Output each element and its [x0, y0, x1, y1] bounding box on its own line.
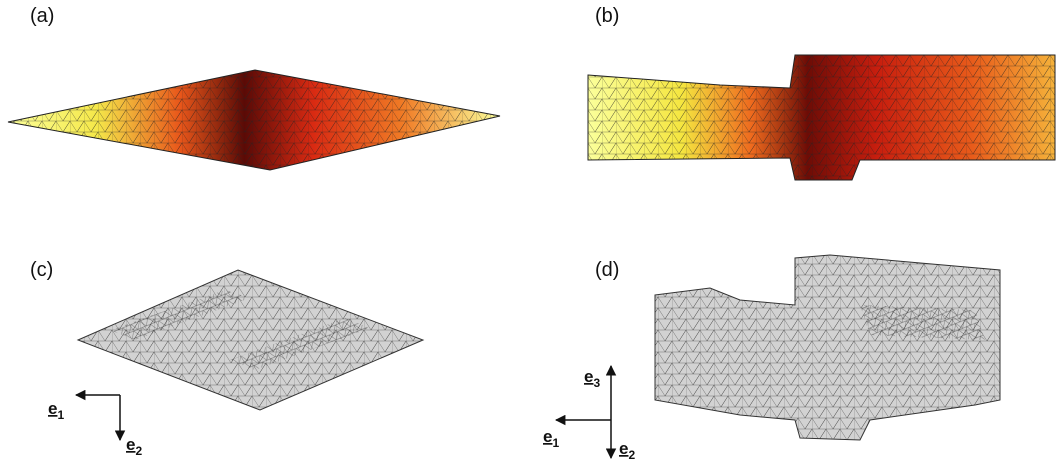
- mesh-plate-grey: [76, 269, 425, 411]
- axis-letter: e: [543, 427, 552, 446]
- axis-letter: e: [584, 367, 593, 386]
- axis-letter: e: [48, 399, 57, 418]
- axis-label: e2: [126, 435, 142, 458]
- panel-label: (c): [30, 259, 53, 281]
- panel-label: (d): [595, 259, 619, 281]
- axis-label: e2: [619, 439, 635, 462]
- mesh-block-grey: [654, 254, 1001, 441]
- axis-index: 1: [552, 436, 559, 450]
- axis-index: 3: [593, 376, 600, 390]
- axis-label: e1: [543, 427, 559, 450]
- panel-label: (b): [595, 5, 619, 27]
- axis-label: e3: [584, 367, 600, 390]
- mesh-block-colored: [587, 54, 1056, 181]
- axis-index: 2: [628, 448, 635, 462]
- axis-letter: e: [619, 439, 628, 458]
- axis-arrows: [74, 389, 126, 442]
- axis-label: e1: [48, 399, 64, 422]
- axis-arrows: [554, 364, 617, 460]
- mesh-plate-colored: [7, 69, 501, 171]
- panel-label: (a): [30, 5, 54, 27]
- axis-index: 1: [57, 408, 64, 422]
- axis-index: 2: [135, 444, 142, 458]
- axis-letter: e: [126, 435, 135, 454]
